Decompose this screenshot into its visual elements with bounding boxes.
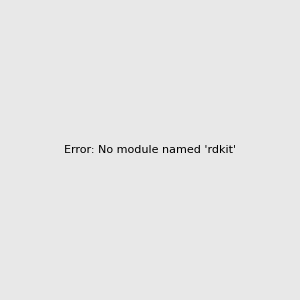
- Text: Error: No module named 'rdkit': Error: No module named 'rdkit': [64, 145, 236, 155]
